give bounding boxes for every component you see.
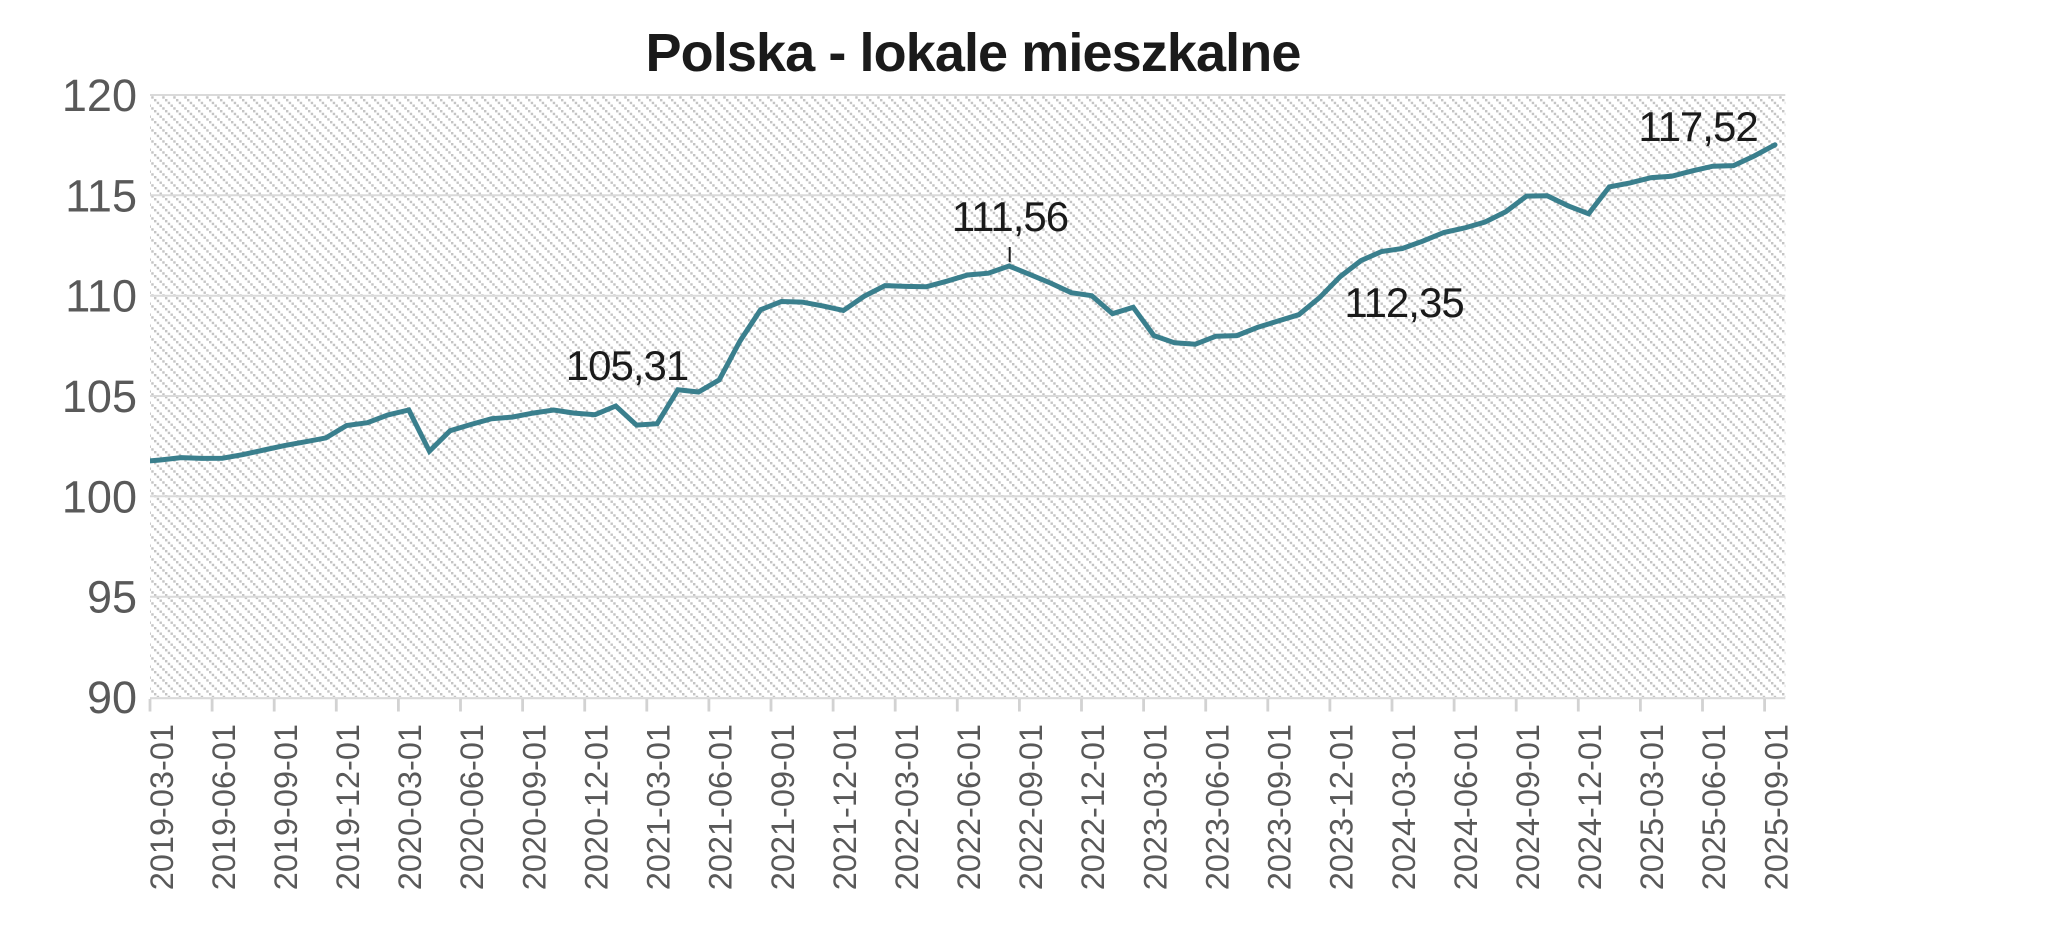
svg-text:2025-06-01: 2025-06-01	[1696, 724, 1732, 890]
svg-text:105,31: 105,31	[566, 342, 688, 389]
svg-text:2021-03-01: 2021-03-01	[641, 724, 677, 890]
svg-text:2022-06-01: 2022-06-01	[951, 724, 987, 890]
svg-text:2023-03-01: 2023-03-01	[1137, 724, 1173, 890]
svg-text:2024-09-01: 2024-09-01	[1510, 724, 1546, 890]
svg-text:2022-03-01: 2022-03-01	[889, 724, 925, 890]
svg-text:90: 90	[87, 672, 137, 723]
svg-text:100: 100	[62, 471, 137, 522]
svg-text:2020-06-01: 2020-06-01	[454, 724, 490, 890]
svg-text:105: 105	[62, 371, 137, 422]
svg-text:2020-03-01: 2020-03-01	[392, 724, 428, 890]
svg-text:2024-06-01: 2024-06-01	[1448, 724, 1484, 890]
svg-text:2023-09-01: 2023-09-01	[1262, 724, 1298, 890]
svg-text:2021-09-01: 2021-09-01	[765, 724, 801, 890]
svg-text:120: 120	[62, 70, 137, 121]
svg-text:95: 95	[87, 572, 137, 623]
svg-text:2023-06-01: 2023-06-01	[1200, 724, 1236, 890]
svg-text:2021-12-01: 2021-12-01	[827, 724, 863, 890]
svg-text:2022-12-01: 2022-12-01	[1075, 724, 1111, 890]
svg-text:2020-12-01: 2020-12-01	[578, 724, 614, 890]
svg-text:117,52: 117,52	[1638, 103, 1757, 150]
svg-text:111,56: 111,56	[952, 193, 1068, 240]
svg-text:2025-09-01: 2025-09-01	[1758, 724, 1794, 890]
svg-text:2023-12-01: 2023-12-01	[1324, 724, 1360, 890]
svg-text:112,35: 112,35	[1344, 279, 1463, 326]
svg-text:2025-03-01: 2025-03-01	[1634, 724, 1670, 890]
svg-text:115: 115	[65, 170, 137, 221]
svg-text:2019-03-01: 2019-03-01	[144, 724, 180, 890]
svg-text:110: 110	[65, 271, 137, 322]
svg-text:2019-06-01: 2019-06-01	[206, 724, 242, 890]
svg-text:2019-09-01: 2019-09-01	[268, 724, 304, 890]
svg-text:2019-12-01: 2019-12-01	[330, 724, 366, 890]
svg-text:2020-09-01: 2020-09-01	[516, 724, 552, 890]
svg-text:2024-12-01: 2024-12-01	[1572, 724, 1608, 890]
svg-text:2022-09-01: 2022-09-01	[1013, 724, 1049, 890]
svg-text:2021-06-01: 2021-06-01	[703, 724, 739, 890]
svg-text:Polska - lokale mieszkalne: Polska - lokale mieszkalne	[646, 23, 1301, 83]
svg-text:2024-03-01: 2024-03-01	[1386, 724, 1422, 890]
